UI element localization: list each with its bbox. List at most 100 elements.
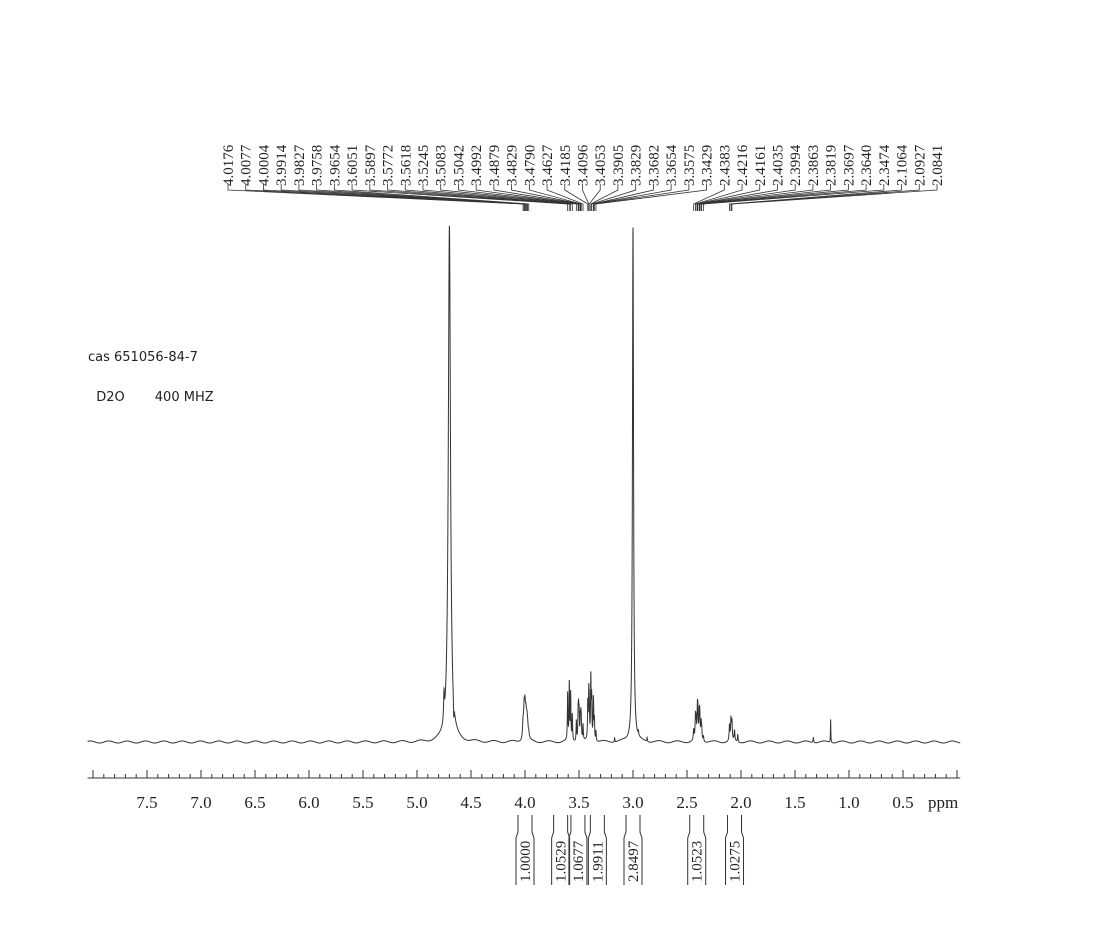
peak-label: 3.9758 [310, 145, 326, 186]
x-tick-label: 4.5 [460, 793, 481, 812]
peak-label-leader [440, 184, 579, 211]
solvent-label: D2O [96, 390, 125, 405]
peak-label-leader [698, 184, 814, 211]
peak-label: 2.3994 [788, 144, 804, 186]
peak-label: 3.4829 [505, 145, 521, 186]
integral-bracket [568, 815, 588, 885]
peak-label-leader [593, 184, 690, 211]
peak-label: 3.5772 [381, 145, 397, 186]
peak-label-leader [369, 184, 570, 211]
x-tick-label: 2.5 [676, 793, 697, 812]
peak-label-leader [351, 184, 569, 211]
x-axis-unit-label: ppm [928, 793, 958, 812]
peak-label: 2.3863 [806, 145, 822, 186]
peak-label-leader [693, 184, 725, 211]
peak-label-leader [695, 184, 743, 211]
peak-label: 3.6051 [345, 145, 361, 186]
peak-label: 3.3654 [664, 144, 680, 186]
integral-bracket [515, 815, 535, 885]
frequency-label: 400 MHZ [154, 390, 214, 405]
x-tick-label: 5.0 [406, 793, 427, 812]
peak-label: 4.0004 [256, 144, 272, 186]
integral-value: 1.9911 [590, 841, 606, 882]
peak-label: 3.3575 [682, 145, 698, 186]
x-tick-label: 1.5 [784, 793, 805, 812]
x-tick-label: 0.5 [892, 793, 913, 812]
peak-label: 3.5618 [398, 145, 414, 186]
x-tick-label: 1.0 [838, 793, 859, 812]
peak-label-leader [316, 184, 529, 211]
peak-label-leader [422, 184, 577, 211]
peak-label-leader [511, 184, 582, 211]
peak-label: 4.0077 [239, 144, 255, 186]
peak-label: 3.5083 [434, 145, 450, 186]
peak-label: 3.4790 [522, 145, 538, 186]
peak-label-leader [703, 184, 885, 211]
x-tick-label: 3.0 [622, 793, 643, 812]
peak-label: 3.4185 [558, 145, 574, 186]
peak-label-leader [697, 184, 796, 211]
integral-value: 1.0523 [690, 841, 706, 882]
integral-value: 1.0529 [554, 841, 570, 882]
peak-label: 3.9827 [292, 144, 308, 186]
peak-label-leader [582, 184, 590, 211]
peak-label-leader [404, 184, 573, 211]
peak-label-leader [588, 184, 601, 211]
peak-label-leader [458, 184, 579, 211]
peak-label-leader [731, 184, 938, 211]
peak-label-leader [245, 184, 525, 211]
peak-label: 2.4035 [770, 145, 786, 186]
peak-label: 2.3474 [877, 144, 893, 186]
x-tick-label: 2.0 [730, 793, 751, 812]
peak-label-leader [700, 184, 849, 211]
peak-label-leader [280, 184, 527, 211]
x-tick-label: 7.0 [190, 793, 211, 812]
peak-label: 2.1064 [895, 144, 911, 186]
peak-label: 3.4053 [593, 145, 609, 186]
peak-label-leader [729, 184, 902, 211]
peak-label-leader [263, 184, 526, 211]
integral-bracket [687, 815, 707, 885]
integral-bracket [725, 815, 745, 885]
peak-label-leader [593, 184, 672, 211]
peak-label-leader [699, 184, 832, 211]
peak-label: 3.3905 [611, 145, 627, 186]
peak-label: 3.3682 [646, 145, 662, 186]
peak-label-leader [695, 184, 761, 211]
peak-label: 2.0927 [912, 144, 928, 186]
peak-label: 2.3697 [841, 144, 857, 186]
peak-label-leader [697, 184, 778, 211]
peak-label-leader [546, 184, 584, 211]
peak-label: 2.3640 [859, 145, 875, 186]
peak-label-leader [493, 184, 581, 211]
peak-label-leader [701, 184, 867, 211]
peak-label: 2.0841 [930, 145, 946, 186]
peak-label: 3.3429 [700, 145, 716, 186]
peak-label: 2.3819 [824, 145, 840, 186]
x-tick-label: 5.5 [352, 793, 373, 812]
peak-label: 3.3829 [629, 145, 645, 186]
integral-value: 1.0275 [728, 841, 744, 882]
peak-label: 3.4096 [576, 144, 592, 186]
x-tick-label: 4.0 [514, 793, 535, 812]
peak-label-leader [227, 184, 524, 211]
integral-value: 1.0000 [518, 841, 534, 882]
peak-label-leader [333, 184, 530, 211]
peak-label: 4.0176 [221, 144, 237, 186]
sample-conditions-label: D2O 400 MHZ [88, 375, 214, 405]
spectrum-line [87, 225, 961, 744]
peak-label-leader [475, 184, 580, 211]
peak-label: 2.4161 [753, 145, 769, 186]
integral-value: 2.8497 [626, 840, 642, 882]
peak-label-leader [528, 184, 582, 211]
integral-bracket [623, 815, 643, 885]
peak-label: 3.4627 [540, 144, 556, 186]
integral-bracket [587, 815, 607, 885]
peak-label: 3.5245 [416, 145, 432, 186]
x-tick-label: 6.0 [298, 793, 319, 812]
peak-label-leader [564, 184, 589, 211]
x-tick-label: 6.5 [244, 793, 265, 812]
sample-cas-label: cas 651056-84-7 [88, 350, 198, 365]
peak-label-leader [387, 184, 572, 211]
